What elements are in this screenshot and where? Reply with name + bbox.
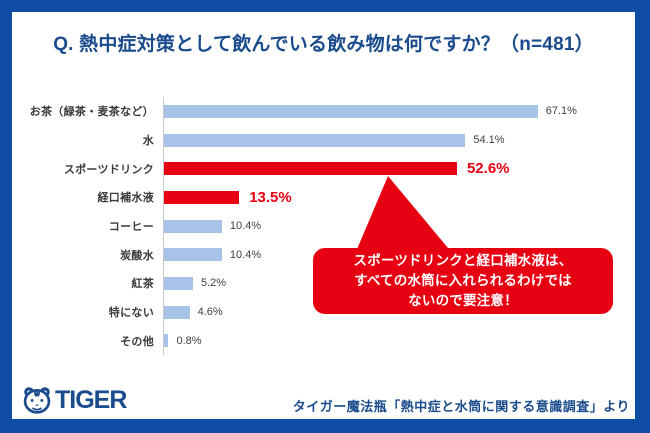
- bar: [164, 162, 457, 176]
- category-label: 紅茶: [131, 278, 154, 291]
- callout-line: すべての水筒に入れられるわけでは: [354, 272, 572, 288]
- category-label: お茶（緑茶・麦茶など）: [29, 106, 154, 119]
- value-label: 4.6%: [197, 306, 223, 319]
- callout-line: スポーツドリンクと経口補水液は、: [353, 252, 573, 268]
- content-panel: Q. 熱中症対策として飲んでいる飲み物は何ですか？（n=481） お茶（緑茶・麦…: [12, 12, 635, 419]
- bar-row: 炭酸水 10.4%: [12, 240, 629, 270]
- callout-box: スポーツドリンクと経口補水液は、 すべての水筒に入れられるわけでは ないので要注…: [313, 248, 613, 314]
- bar-track: 52.6%: [163, 154, 629, 184]
- bar: [164, 276, 193, 290]
- bar-row: コーヒー 10.4%: [12, 211, 629, 241]
- tiger-logo: TIGER: [21, 385, 127, 415]
- bar: [164, 219, 222, 233]
- bar-row: スポーツドリンク 52.6%: [12, 154, 629, 184]
- bar-row: その他 0.8%: [12, 326, 629, 356]
- category-label: 特にない: [108, 307, 154, 320]
- value-label: 0.8%: [176, 334, 202, 347]
- value-label: 67.1%: [545, 105, 577, 118]
- category-label: その他: [120, 335, 154, 348]
- bar-row: 水 54.1%: [12, 125, 629, 155]
- category-label: 水: [142, 135, 154, 148]
- bar-track: 5.2%: [163, 269, 629, 298]
- bar: [164, 133, 466, 147]
- bar-track: 0.8%: [163, 326, 629, 356]
- bar-row: お茶（緑茶・麦茶など） 67.1%: [12, 97, 629, 126]
- value-label: 10.4%: [229, 220, 262, 233]
- value-label: 10.4%: [229, 248, 262, 261]
- bar-track: 13.5%: [163, 183, 629, 212]
- value-label: 52.6%: [466, 160, 510, 178]
- bar-track: 10.4%: [163, 211, 629, 241]
- bar-track: 54.1%: [163, 125, 629, 155]
- bar-row: 紅茶 5.2%: [12, 269, 629, 298]
- value-label: 13.5%: [249, 188, 292, 206]
- category-label: スポーツドリンク: [63, 163, 154, 176]
- tiger-logo-text: TIGER: [55, 385, 127, 414]
- chart-title: Q. 熱中症対策として飲んでいる飲み物は何ですか？（n=481）: [53, 34, 594, 55]
- callout-line: ないので要注意！: [408, 293, 518, 309]
- value-label: 54.1%: [473, 134, 505, 147]
- bar: [164, 305, 190, 319]
- tiger-face-icon: [23, 387, 51, 414]
- value-label: 5.2%: [200, 277, 227, 290]
- bar: [164, 190, 240, 204]
- bar-track: 67.1%: [163, 97, 629, 126]
- bar-row: 特にない 4.6%: [12, 297, 629, 327]
- source-credit: タイガー魔法瓶「熱中症と水筒に関する意識調査」より: [292, 399, 630, 414]
- bar-chart: お茶（緑茶・麦茶など） 67.1% 水 54.1% スポーツドリンク 52.6% 経口補水液…: [12, 97, 629, 356]
- bar: [164, 334, 169, 348]
- category-label: 経口補水液: [97, 192, 154, 205]
- bar-row: 経口補水液 13.5%: [12, 183, 629, 212]
- category-label: 炭酸水: [120, 249, 154, 262]
- category-label: コーヒー: [108, 221, 154, 234]
- bar: [164, 248, 222, 262]
- bar-track: 4.6%: [163, 297, 629, 327]
- bar-track: 10.4%: [163, 240, 629, 270]
- bar: [164, 104, 538, 118]
